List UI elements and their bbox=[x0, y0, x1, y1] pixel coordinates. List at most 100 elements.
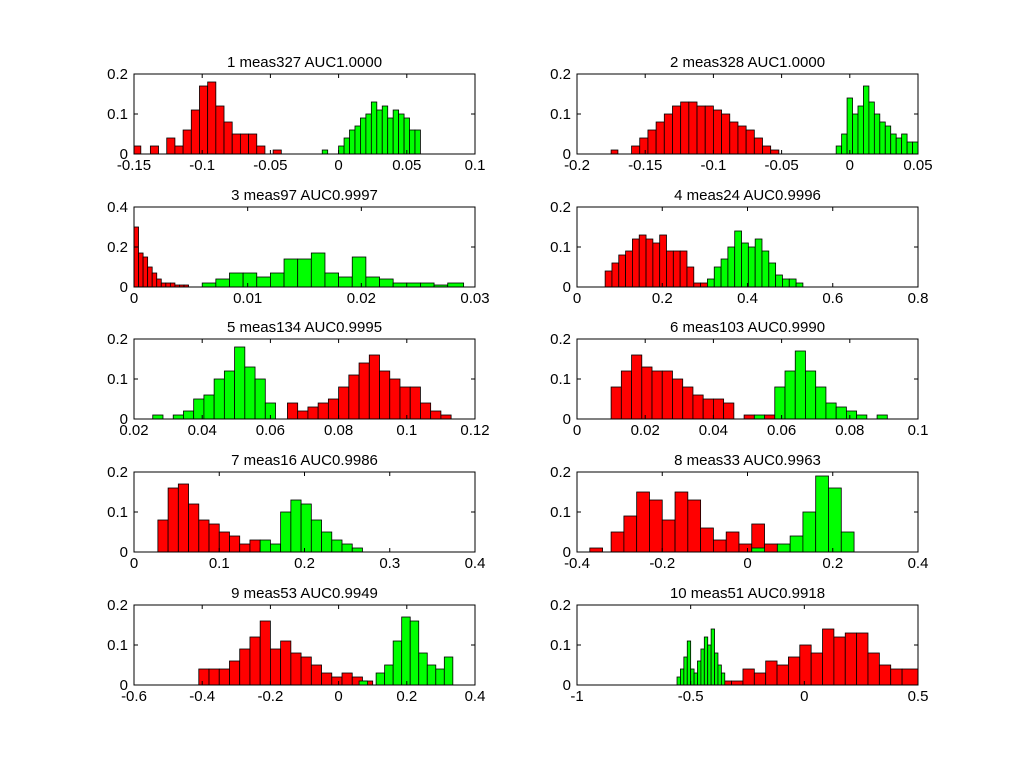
bar-s1-5 bbox=[198, 519, 210, 553]
bar-s1-8 bbox=[165, 282, 171, 288]
bar-s1-9 bbox=[700, 527, 714, 553]
bar-s1-12 bbox=[723, 402, 735, 420]
bar-s1-10 bbox=[254, 378, 266, 420]
bar-s2-17 bbox=[420, 282, 435, 288]
bar-s2-10 bbox=[379, 370, 391, 420]
bar-s2-12 bbox=[351, 256, 367, 288]
bar-s1-13 bbox=[321, 672, 333, 686]
bar-s2-10 bbox=[707, 644, 712, 686]
y-tick-label: 0.2 bbox=[107, 239, 128, 256]
bar-s2-14 bbox=[906, 141, 913, 155]
bar-s1-7 bbox=[223, 370, 235, 420]
bar-s2-3 bbox=[846, 97, 853, 155]
bar-s1-17 bbox=[753, 137, 763, 155]
bar-s1-10 bbox=[696, 105, 706, 155]
bar-s2-1 bbox=[358, 680, 368, 686]
bar-s2-9 bbox=[435, 668, 445, 686]
bar-s1-14 bbox=[867, 652, 880, 686]
bar-s1-18 bbox=[762, 145, 772, 155]
bar-s1-14 bbox=[256, 145, 266, 155]
y-tick-label: 0.1 bbox=[107, 637, 128, 654]
x-tick-label: 0.4 bbox=[465, 555, 486, 572]
bar-s2-6 bbox=[269, 272, 285, 288]
bar-s1-10 bbox=[290, 652, 302, 686]
bar-s1-2 bbox=[631, 145, 641, 155]
bar-s2-11 bbox=[389, 378, 401, 420]
bar-s2-3 bbox=[683, 656, 688, 686]
bar-s1-12 bbox=[679, 250, 688, 288]
bar-s1-4 bbox=[174, 145, 184, 155]
bar-s2-16 bbox=[406, 282, 421, 288]
bar-s1-9 bbox=[239, 543, 251, 553]
bar-s2-14 bbox=[403, 117, 410, 155]
x-tick-label: 0.05 bbox=[903, 157, 932, 174]
bar-s2-6 bbox=[815, 386, 827, 420]
panel-title: 2 meas328 AUC1.0000 bbox=[670, 54, 825, 71]
bar-s1-1 bbox=[198, 668, 210, 686]
x-tick-label: 0 bbox=[130, 555, 138, 572]
bar-s2-10 bbox=[768, 262, 777, 288]
bar-s1-2 bbox=[610, 531, 625, 553]
panel-5: 5 meas134 AUC0.9995 0.02 0.04 0.06 0.08 0.1 0.… bbox=[107, 319, 489, 439]
x-tick-label: 0.1 bbox=[908, 422, 929, 439]
bar-s2-1 bbox=[753, 414, 765, 420]
y-tick-label: 0.2 bbox=[107, 597, 128, 614]
bar-s1-8 bbox=[234, 346, 246, 420]
bar-s2-10 bbox=[381, 105, 389, 155]
bar-s2-13 bbox=[398, 113, 405, 155]
bar-s1-3 bbox=[166, 137, 176, 155]
x-tick-label: 0.1 bbox=[396, 422, 417, 439]
bar-s1-6 bbox=[661, 370, 673, 420]
bar-s2-4 bbox=[392, 640, 403, 686]
bar-s2-16 bbox=[414, 129, 421, 155]
bar-s1-7 bbox=[645, 238, 654, 288]
bar-s2-2 bbox=[269, 543, 282, 553]
bar-s2-4 bbox=[802, 511, 817, 553]
x-tick-label: -0.4 bbox=[189, 688, 215, 705]
x-tick-label: 0.2 bbox=[822, 555, 843, 572]
bar-s1-6 bbox=[776, 664, 789, 686]
bar-s2-6 bbox=[741, 242, 749, 288]
x-tick-label: 0.3 bbox=[379, 555, 400, 572]
y-tick-label: 0.2 bbox=[107, 66, 128, 83]
bar-s2-7 bbox=[348, 374, 360, 420]
bar-s1-15 bbox=[878, 664, 892, 686]
bar-s1-15 bbox=[341, 672, 353, 686]
bar-s2-2 bbox=[338, 145, 345, 155]
bar-s2-11 bbox=[775, 274, 783, 288]
bar-s2-3 bbox=[384, 664, 394, 686]
bar-s2-12 bbox=[714, 652, 719, 686]
bar-s2-10 bbox=[443, 656, 454, 686]
bar-s1-9 bbox=[280, 640, 292, 686]
bar-s1-6 bbox=[663, 113, 673, 155]
bar-s1-1 bbox=[610, 386, 622, 420]
y-tick-label: 0 bbox=[563, 146, 571, 163]
bar-s1-4 bbox=[188, 503, 200, 553]
x-tick-label: 0 bbox=[334, 157, 342, 174]
bar-s2-9 bbox=[310, 252, 326, 288]
bar-s1-8 bbox=[680, 101, 690, 155]
x-tick-label: 0.08 bbox=[324, 422, 353, 439]
bar-s2-7 bbox=[868, 101, 875, 155]
bar-s1-8 bbox=[687, 499, 702, 553]
bar-s2-2 bbox=[375, 672, 386, 686]
x-tick-label: -0.1 bbox=[189, 157, 215, 174]
bar-s1-9 bbox=[659, 234, 667, 288]
y-tick-label: 0.2 bbox=[550, 464, 571, 481]
bar-s2-14 bbox=[720, 672, 726, 686]
x-tick-label: 0.2 bbox=[294, 555, 315, 572]
bar-s2-4 bbox=[349, 129, 356, 155]
x-tick-label: 0.06 bbox=[256, 422, 285, 439]
bar-s2-11 bbox=[876, 414, 888, 420]
bar-s2-14 bbox=[795, 282, 804, 288]
bar-s1-5 bbox=[655, 121, 665, 155]
bar-s1-11 bbox=[725, 531, 740, 553]
bar-s2-1 bbox=[201, 282, 217, 288]
bar-s2-9 bbox=[368, 354, 380, 420]
bar-s1-4 bbox=[753, 672, 767, 686]
bar-s1-7 bbox=[259, 620, 271, 686]
x-tick-label: -0.5 bbox=[678, 688, 704, 705]
bar-s2-4 bbox=[727, 246, 736, 288]
panel-title: 5 meas134 AUC0.9995 bbox=[227, 319, 382, 336]
y-tick-label: 0.2 bbox=[550, 199, 571, 216]
